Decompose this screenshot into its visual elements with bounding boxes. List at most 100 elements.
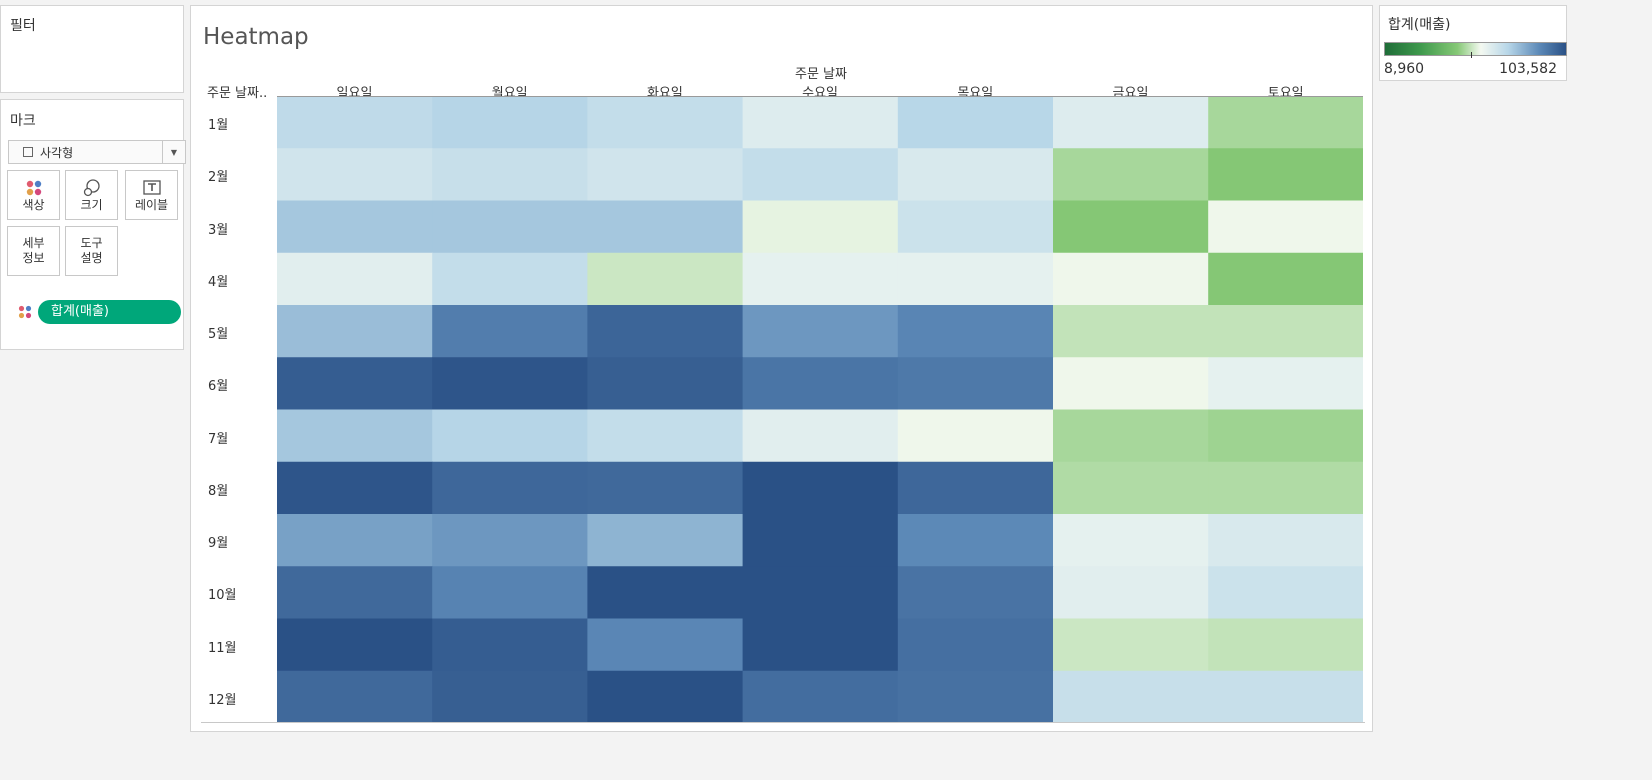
row-header[interactable]: 2월: [208, 170, 229, 186]
heatmap-cell[interactable]: [432, 409, 588, 463]
heatmap-cell[interactable]: [277, 514, 433, 567]
row-header[interactable]: 7월: [208, 431, 229, 447]
heatmap-cell[interactable]: [1208, 461, 1363, 515]
heatmap-cell[interactable]: [897, 566, 1054, 619]
size-button[interactable]: 크기: [65, 170, 118, 220]
heatmap-cell[interactable]: [742, 305, 899, 358]
heatmap-cell[interactable]: [897, 461, 1054, 515]
heatmap-cell[interactable]: [1208, 148, 1363, 201]
heatmap-cell[interactable]: [1053, 409, 1209, 463]
heatmap-cell[interactable]: [742, 252, 899, 306]
heatmap-cell[interactable]: [432, 461, 588, 515]
heatmap-cell[interactable]: [277, 148, 433, 201]
color-button[interactable]: 색상: [7, 170, 60, 220]
heatmap-cell[interactable]: [277, 305, 433, 358]
heatmap-cell[interactable]: [1053, 514, 1209, 567]
heatmap-cell[interactable]: [277, 461, 433, 515]
heatmap-cell[interactable]: [742, 618, 899, 672]
heatmap-cell[interactable]: [1053, 148, 1209, 201]
heatmap-cell[interactable]: [897, 409, 1054, 463]
heatmap-cell[interactable]: [742, 670, 899, 723]
heatmap-cell[interactable]: [432, 357, 588, 410]
heatmap-cell[interactable]: [277, 357, 433, 410]
heatmap-cell[interactable]: [587, 514, 744, 567]
heatmap-cell[interactable]: [587, 357, 744, 410]
heatmap-cell[interactable]: [742, 96, 899, 149]
heatmap-cell[interactable]: [897, 200, 1054, 254]
heatmap-cell[interactable]: [897, 305, 1054, 358]
heatmap-cell[interactable]: [587, 670, 744, 723]
heatmap-cell[interactable]: [742, 461, 899, 515]
heatmap-cell[interactable]: [432, 618, 588, 672]
heatmap-cell[interactable]: [1053, 305, 1209, 358]
heatmap-cell[interactable]: [432, 252, 588, 306]
heatmap-cell[interactable]: [897, 357, 1054, 410]
heatmap-cell[interactable]: [587, 305, 744, 358]
row-header[interactable]: 6월: [208, 379, 229, 395]
heatmap-cell[interactable]: [742, 357, 899, 410]
heatmap-cell[interactable]: [742, 514, 899, 567]
row-header[interactable]: 4월: [208, 274, 229, 290]
heatmap-cell[interactable]: [897, 670, 1054, 723]
heatmap-cell[interactable]: [432, 305, 588, 358]
heatmap-cell[interactable]: [1053, 96, 1209, 149]
row-header-title[interactable]: 주문 날짜..: [207, 86, 268, 101]
chevron-down-icon[interactable]: ▼: [162, 141, 185, 163]
heatmap-cell[interactable]: [742, 409, 899, 463]
heatmap-cell[interactable]: [897, 514, 1054, 567]
heatmap-cell[interactable]: [1053, 461, 1209, 515]
heatmap-cell[interactable]: [277, 566, 433, 619]
heatmap-cell[interactable]: [1208, 514, 1363, 567]
heatmap-cell[interactable]: [1053, 357, 1209, 410]
heatmap-cell[interactable]: [1208, 409, 1363, 463]
heatmap-cell[interactable]: [742, 148, 899, 201]
tooltip-button[interactable]: 도구 설명: [65, 226, 118, 276]
heatmap-cell[interactable]: [277, 200, 433, 254]
row-header[interactable]: 5월: [208, 327, 229, 342]
measure-pill[interactable]: 합계(매출): [38, 300, 181, 324]
heatmap-cell[interactable]: [277, 96, 433, 149]
row-header[interactable]: 9월: [208, 536, 229, 551]
heatmap-cell[interactable]: [432, 514, 588, 567]
heatmap-cell[interactable]: [1208, 96, 1363, 149]
heatmap-cell[interactable]: [277, 618, 433, 672]
heatmap-cell[interactable]: [1208, 566, 1363, 619]
heatmap-cell[interactable]: [587, 252, 744, 306]
row-header[interactable]: 12월: [208, 692, 237, 708]
heatmap-cell[interactable]: [277, 409, 433, 463]
heatmap-cell[interactable]: [1053, 252, 1209, 306]
heatmap-cell[interactable]: [1053, 566, 1209, 619]
heatmap-cell[interactable]: [1208, 670, 1363, 723]
row-header[interactable]: 1월: [208, 118, 229, 133]
heatmap-cell[interactable]: [1053, 200, 1209, 254]
mark-type-dropdown[interactable]: 사각형 ▼: [8, 140, 186, 164]
heatmap-cell[interactable]: [897, 618, 1054, 672]
heatmap-cell[interactable]: [1208, 618, 1363, 672]
heatmap-cell[interactable]: [1208, 305, 1363, 358]
heatmap-cell[interactable]: [897, 252, 1054, 306]
heatmap-cell[interactable]: [742, 200, 899, 254]
heatmap-cell[interactable]: [432, 148, 588, 201]
heatmap-cell[interactable]: [587, 461, 744, 515]
heatmap-cell[interactable]: [1208, 200, 1363, 254]
detail-button[interactable]: 세부 정보: [7, 226, 60, 276]
heatmap-cell[interactable]: [897, 96, 1054, 149]
heatmap-cell[interactable]: [432, 670, 588, 723]
heatmap-cell[interactable]: [1053, 670, 1209, 723]
heatmap-cell[interactable]: [432, 200, 588, 254]
heatmap-cell[interactable]: [587, 200, 744, 254]
heatmap-cell[interactable]: [277, 670, 433, 723]
heatmap-cell[interactable]: [587, 618, 744, 672]
heatmap-cell[interactable]: [1208, 252, 1363, 306]
heatmap-cell[interactable]: [742, 566, 899, 619]
heatmap-cell[interactable]: [587, 566, 744, 619]
heatmap-cell[interactable]: [587, 409, 744, 463]
row-header[interactable]: 11월: [208, 640, 237, 656]
heatmap-cell[interactable]: [1208, 357, 1363, 410]
heatmap-cell[interactable]: [432, 566, 588, 619]
heatmap-cell[interactable]: [897, 148, 1054, 201]
heatmap-cell[interactable]: [1053, 618, 1209, 672]
row-header[interactable]: 3월: [208, 222, 229, 238]
heatmap-cell[interactable]: [587, 148, 744, 201]
heatmap-cell[interactable]: [277, 252, 433, 306]
